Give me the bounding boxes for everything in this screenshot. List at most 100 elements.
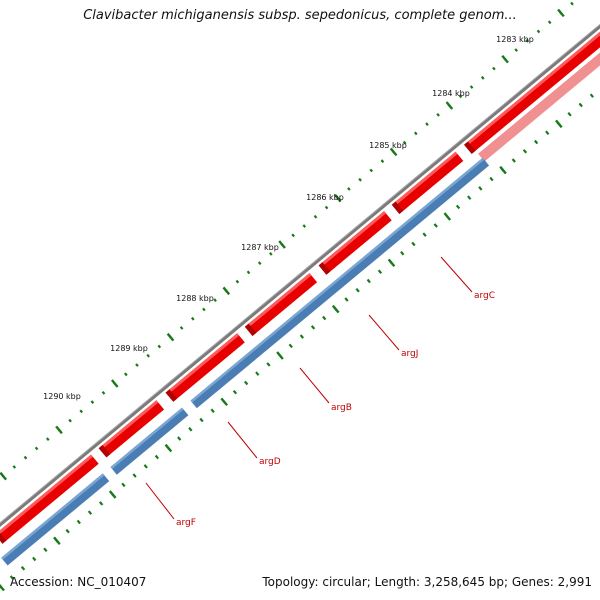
forward-cds-highlight: [391, 151, 458, 208]
ruler-tick: [570, 1, 574, 6]
ruler-tick: [358, 177, 362, 182]
forward-cds-faded-block: [478, 52, 600, 162]
inner-tick: [266, 362, 271, 367]
gene-label-leader: [299, 367, 330, 404]
ruler-tick: [257, 261, 262, 265]
forward-cds-block: [244, 273, 318, 336]
forward-cds-block: [318, 211, 392, 275]
ruler-tick: [79, 409, 83, 414]
forward-cds-arrow-end: [244, 323, 257, 336]
ruler-major-tick: [557, 8, 565, 18]
inner-tick: [589, 93, 594, 98]
ruler-label: 1287 kbp: [241, 243, 279, 252]
ruler-label: 1288 kbp: [176, 294, 214, 303]
ruler-label: 1285 kbp: [369, 141, 407, 150]
ruler-tick: [369, 168, 373, 173]
forward-cds-highlight: [0, 454, 93, 535]
reverse-cds-block: [1, 473, 110, 566]
ruler-tick: [235, 279, 240, 284]
map-title: Clavibacter michiganensis subsp. sepedon…: [83, 8, 517, 23]
inner-major-tick: [331, 304, 340, 314]
ruler-major-tick: [0, 471, 7, 481]
forward-cds-block: [165, 333, 245, 402]
ruler-tick: [402, 140, 407, 145]
inner-tick: [132, 473, 137, 478]
reverse-strand-features: [1, 157, 490, 566]
inner-tick: [87, 510, 93, 515]
ruler-major-tick: [55, 425, 63, 435]
inner-tick: [199, 417, 204, 423]
forward-cds-highlight: [244, 273, 312, 330]
ruler-label: 1290 kbp: [43, 392, 81, 401]
forward-cds-arrow-end: [318, 262, 331, 275]
ruler-tick: [324, 205, 329, 210]
inner-tick: [143, 464, 148, 469]
ruler-tick: [46, 437, 50, 441]
ruler-tick: [101, 391, 106, 395]
ruler-labels: 1283 kbp 1284 kbp 1285 kbp 1286 kbp 1287 kbp…: [43, 35, 534, 401]
inner-tick: [32, 556, 37, 562]
inner-tick: [244, 380, 249, 386]
inner-tick: [411, 241, 416, 247]
ruler-tick: [302, 224, 307, 228]
inner-tick: [400, 251, 405, 256]
ruler-tick: [34, 446, 39, 451]
ruler-tick: [179, 326, 184, 330]
inner-tick: [522, 149, 528, 154]
ruler-major-tick: [166, 332, 175, 342]
inner-tick: [310, 325, 316, 330]
inner-tick: [545, 130, 550, 135]
ruler-label: 1284 kbp: [432, 89, 470, 98]
ruler-tick: [469, 85, 474, 89]
forward-cds-arrow-end: [391, 201, 404, 214]
forward-cds-arrow-end: [98, 445, 111, 458]
ruler-tick: [202, 307, 206, 312]
inner-tick: [76, 519, 81, 525]
ruler-tick: [547, 20, 552, 25]
ruler-major-tick: [111, 379, 119, 388]
inner-tick: [534, 139, 539, 145]
ruler-tick: [436, 113, 440, 117]
backbone-highlight: [0, 23, 600, 524]
inner-major-tick: [499, 165, 507, 175]
ruler-tick: [157, 344, 162, 349]
inner-tick: [578, 102, 583, 108]
forward-cds-highlight: [165, 333, 240, 395]
inner-tick: [422, 232, 427, 237]
ruler-tick: [481, 75, 485, 80]
inner-tick: [255, 371, 260, 376]
inner-major-tick: [0, 583, 5, 592]
gene-label-leader: [145, 482, 175, 520]
reverse-cds-block: [110, 407, 189, 475]
forward-cds-arrow-end: [0, 532, 7, 544]
ruler-tick: [514, 48, 518, 52]
inner-tick: [177, 436, 182, 441]
ruler-tick: [347, 187, 351, 191]
inner-major-tick: [108, 490, 117, 499]
ruler-tick: [213, 298, 217, 302]
ruler-tick: [68, 418, 72, 423]
ruler-tick: [414, 131, 418, 136]
inner-tick: [99, 501, 104, 506]
ruler-major-tick: [389, 147, 398, 157]
ruler-tick: [246, 270, 251, 275]
inner-tick: [366, 278, 371, 284]
ruler-tick: [313, 214, 318, 219]
ruler-tick: [536, 29, 541, 34]
ruler-tick: [492, 66, 496, 71]
inner-tick: [511, 158, 516, 163]
forward-cds-arrow-end: [464, 141, 476, 154]
inner-major-tick: [555, 119, 563, 129]
inner-tick: [467, 195, 472, 200]
gene-label-leader: [227, 421, 258, 459]
ruler-major-tick: [445, 101, 454, 110]
ruler-major-tick: [278, 240, 286, 249]
ruler-label: 1286 kbp: [306, 193, 344, 202]
inner-tick: [478, 186, 483, 191]
inner-tick: [455, 204, 461, 210]
inner-major-tick: [387, 258, 396, 267]
gene-label-argC: argC: [474, 291, 495, 301]
gene-label-argD: argD: [259, 457, 281, 467]
